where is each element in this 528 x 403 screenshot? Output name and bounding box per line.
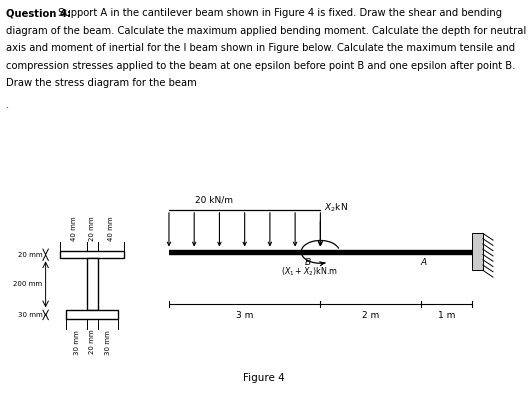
Text: 20 mm: 20 mm bbox=[18, 252, 42, 258]
Text: 2 m: 2 m bbox=[362, 311, 380, 320]
Text: 30 mm: 30 mm bbox=[74, 330, 80, 355]
Text: 40 mm: 40 mm bbox=[108, 216, 114, 241]
Text: Figure 4: Figure 4 bbox=[243, 373, 285, 383]
Bar bbox=[87, 258, 98, 310]
Text: axis and moment of inertial for the I beam shown in Figure below. Calculate the : axis and moment of inertial for the I be… bbox=[6, 43, 515, 53]
Text: A: A bbox=[421, 258, 427, 267]
Text: Draw the stress diagram for the beam: Draw the stress diagram for the beam bbox=[6, 78, 197, 88]
Text: 20 mm: 20 mm bbox=[89, 216, 96, 241]
Text: 40 mm: 40 mm bbox=[71, 216, 77, 241]
Text: 30 mm: 30 mm bbox=[18, 312, 42, 318]
Bar bbox=[60, 251, 125, 258]
Text: 3 m: 3 m bbox=[236, 311, 253, 320]
Text: 20 kN/m: 20 kN/m bbox=[195, 196, 233, 205]
Text: $X_2$kN: $X_2$kN bbox=[324, 202, 348, 214]
Text: diagram of the beam. Calculate the maximum applied bending moment. Calculate the: diagram of the beam. Calculate the maxim… bbox=[6, 26, 526, 35]
Text: compression stresses applied to the beam at one epsilon before point B and one e: compression stresses applied to the beam… bbox=[6, 61, 516, 71]
Text: $(X_1+X_2)$kN.m: $(X_1+X_2)$kN.m bbox=[281, 266, 337, 278]
Bar bbox=[67, 310, 118, 319]
Text: Support A in the cantilever beam shown in Figure 4 is fixed. Draw the shear and : Support A in the cantilever beam shown i… bbox=[55, 8, 503, 18]
Text: B: B bbox=[305, 258, 311, 267]
Text: 1 m: 1 m bbox=[438, 311, 455, 320]
Text: 30 mm: 30 mm bbox=[105, 330, 111, 355]
Text: Question 4:: Question 4: bbox=[6, 8, 71, 18]
Text: 20 mm: 20 mm bbox=[89, 330, 96, 354]
Text: 200 mm: 200 mm bbox=[13, 281, 42, 287]
Text: .: . bbox=[6, 100, 10, 110]
